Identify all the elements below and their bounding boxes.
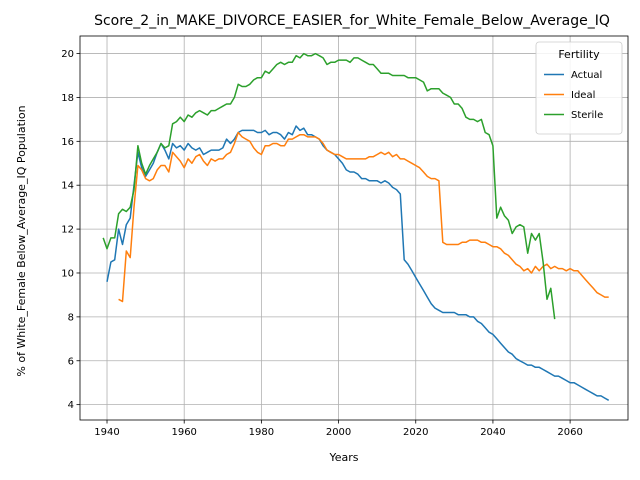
y-tick-label: 10 [61,268,74,279]
series-line-ideal [118,131,609,303]
legend-box [535,41,623,135]
y-tick-label: 8 [68,312,74,323]
grid-lines [80,36,628,420]
series-line-actual [106,125,610,401]
y-tick-label: 12 [61,225,74,236]
legend-label-sterile: Sterile [571,110,603,121]
legend: Fertility Actual Ideal Sterile [535,41,623,135]
x-tick-label: 1980 [249,427,274,438]
x-tick-label: 1940 [94,427,119,438]
legend-label-ideal: Ideal [571,90,595,101]
y-axis-label: % of White_Female Below_Average_IQ Popul… [15,105,28,376]
y-axis: 4 6 8 10 12 14 16 18 20 [61,49,80,411]
x-axis-label: Years [328,451,358,464]
plot-frame [79,35,629,421]
legend-title: Fertility [558,48,600,61]
x-tick-label: 2060 [557,427,582,438]
y-tick-label: 20 [61,49,74,60]
series-lines [102,52,610,401]
chart-title: Score_2_in_MAKE_DIVORCE_EASIER_for_White… [94,13,610,29]
y-tick-label: 16 [61,137,74,148]
y-tick-label: 14 [61,181,74,192]
y-tick-label: 4 [68,400,74,411]
legend-label-actual: Actual [571,70,602,81]
x-tick-label: 2000 [326,427,351,438]
x-tick-label: 2040 [480,427,505,438]
y-tick-label: 18 [61,93,74,104]
x-tick-label: 2020 [403,427,428,438]
x-axis: 1940 1960 1980 2000 2020 2040 2060 [94,420,583,438]
series-line-sterile [102,52,556,320]
x-tick-label: 1960 [171,427,196,438]
y-tick-label: 6 [68,356,74,367]
